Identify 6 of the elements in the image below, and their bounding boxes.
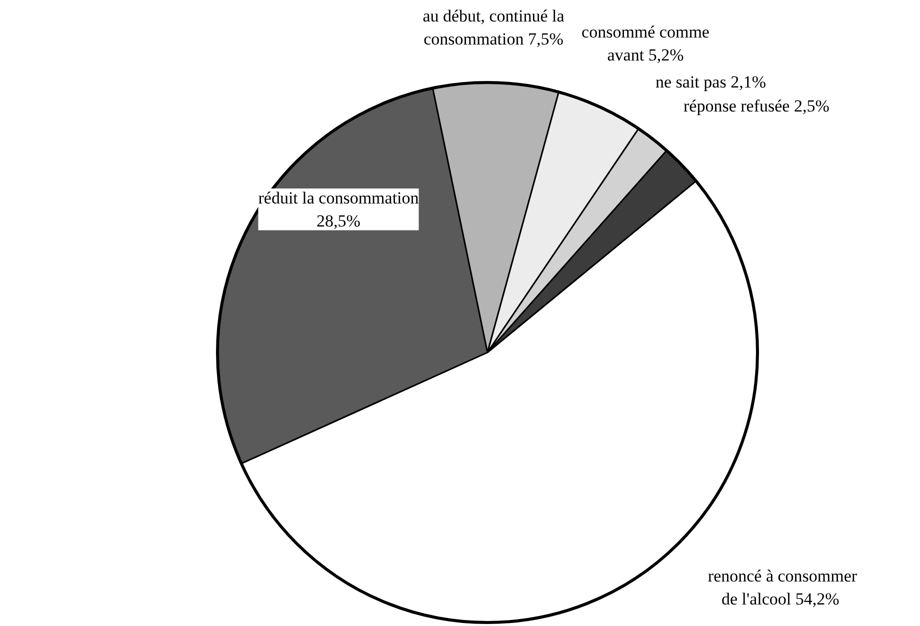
slice-label: réduit la consommation <box>258 188 420 208</box>
slice-label: réponse refusée 2,5% <box>684 96 830 116</box>
slice-label: au début, continué la consommation 7,5% <box>422 6 565 48</box>
slice-label: ne sait pas 2,1% <box>656 72 766 92</box>
slice-label: renoncé à consommer de l'alcool 54,2% <box>708 566 858 608</box>
data-label: 28,5% <box>316 211 360 230</box>
